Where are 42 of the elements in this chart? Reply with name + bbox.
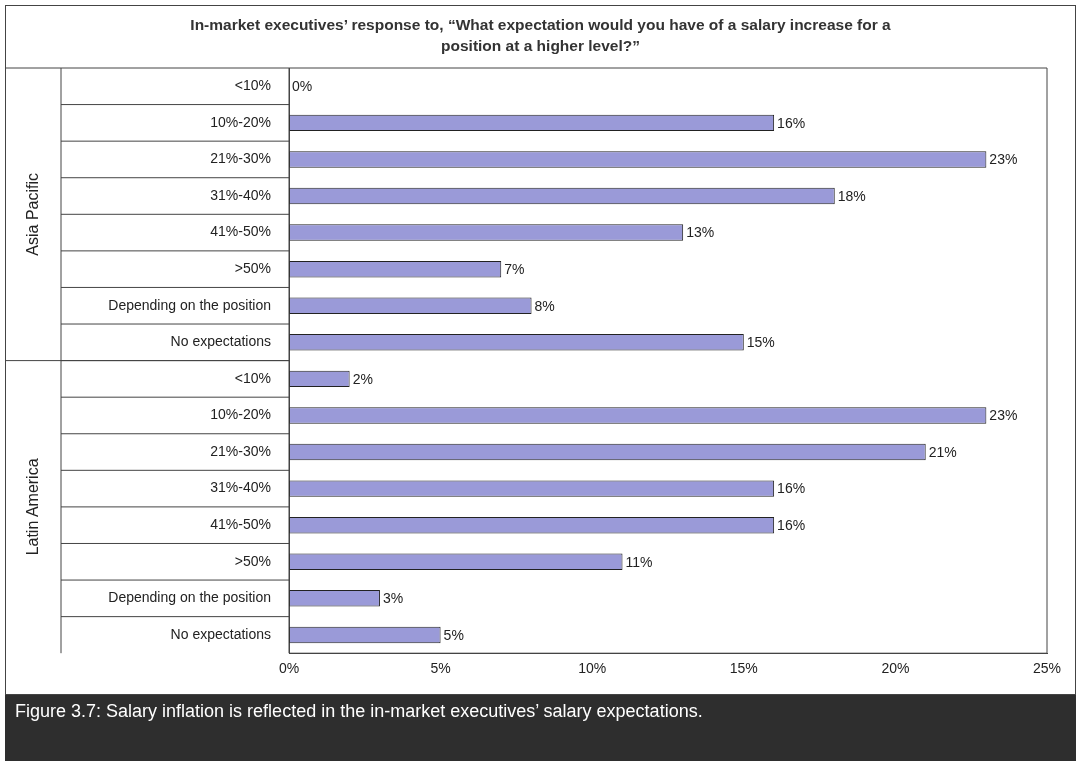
y-tick-label: <10% — [234, 77, 271, 94]
y-tick-label: 41%-50% — [210, 516, 271, 533]
data-label: 15% — [746, 334, 775, 351]
y-tick-label: Depending on the position — [108, 296, 271, 313]
data-label: 16% — [777, 517, 806, 534]
data-label: 13% — [686, 224, 715, 241]
data-label: 5% — [443, 626, 464, 643]
x-tick-label: 25% — [1032, 660, 1062, 677]
data-label: 21% — [928, 443, 957, 460]
y-tick-label: No expectations — [170, 625, 271, 642]
y-tick-label: No expectations — [170, 333, 271, 350]
x-tick-label: 5% — [430, 660, 451, 677]
data-label: 16% — [777, 480, 806, 497]
x-tick-label: 10% — [578, 660, 607, 677]
data-label: 11% — [625, 553, 653, 570]
y-tick-label: 31%-40% — [210, 186, 271, 203]
y-tick-label: >50% — [234, 552, 271, 569]
data-label: 23% — [989, 407, 1018, 424]
x-tick-label: 20% — [881, 660, 910, 677]
data-label: 16% — [777, 114, 806, 131]
data-label: 2% — [352, 370, 373, 387]
y-tick-label: >50% — [234, 260, 271, 277]
y-tick-label: 21%-30% — [210, 150, 271, 167]
chart-title: In-market executives’ response to, “What expectation would you have of a salary increase for a position at a higher level?” — [189, 15, 892, 56]
x-tick-label: 15% — [729, 660, 758, 677]
y-tick-label: 10%-20% — [210, 113, 271, 130]
y-tick-label: 41%-50% — [210, 223, 271, 240]
data-label: 0% — [292, 78, 313, 95]
data-label: 3% — [382, 590, 404, 607]
y-tick-label: 31%-40% — [210, 479, 271, 496]
data-label: 8% — [534, 297, 555, 314]
caption: Figure 3.7: Salary inflation is reflected in the in-market executives’ salary expectations. — [5, 695, 1076, 761]
y-tick-label: <10% — [234, 369, 271, 386]
y-tick-label: Depending on the position — [108, 589, 271, 606]
text: Latin America — [23, 458, 41, 556]
data-label: 7% — [504, 261, 525, 278]
text: Asia Pacific — [23, 172, 41, 256]
data-label: 23% — [989, 151, 1018, 168]
data-label: 18% — [837, 187, 866, 204]
y-tick-label: 21%-30% — [210, 442, 271, 459]
x-tick-label: 0% — [278, 660, 300, 677]
y-tick-label: 10%-20% — [210, 406, 271, 423]
